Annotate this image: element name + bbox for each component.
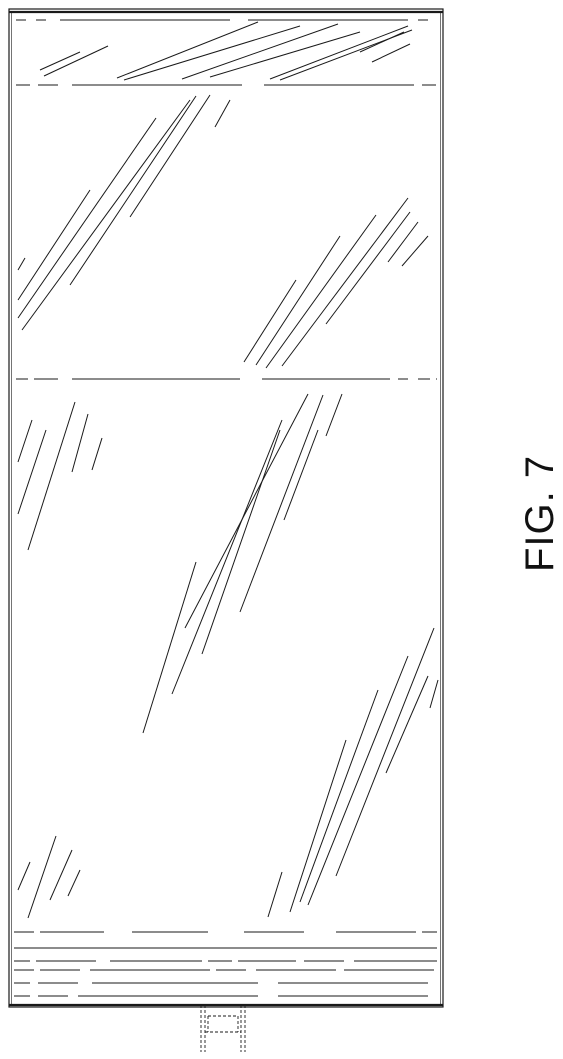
reflection-line [202,430,280,654]
reflection-line [284,430,318,520]
reflection-line [386,676,428,773]
hatch-line [210,32,360,77]
hatch-line [44,46,108,76]
hatch-line [372,44,410,62]
reflection-line [92,438,102,470]
reflection-line [18,118,156,318]
reflection-line [72,414,88,472]
reflection-line [308,656,408,905]
bottom-connector [201,1005,245,1052]
reflection-line [185,394,308,628]
reflection-line [70,96,196,285]
inner-frame [12,12,441,1005]
reflection-line [50,850,72,900]
reflection-line [266,215,376,368]
outer-frame [9,9,443,1007]
reflection-line [28,836,56,918]
reflection-line [172,420,282,694]
hatch-line [124,26,300,80]
hatch-line [40,52,80,70]
reflection-line [68,870,80,896]
reflection-line [290,740,346,912]
reflection-line [18,258,25,270]
horizontal-dashed-lines [14,20,437,996]
reflection-line [215,100,230,127]
reflection-line [268,872,282,917]
reflection-line [143,562,196,733]
reflection-line [18,190,90,300]
hatch-line [117,22,258,78]
reflection-line [22,100,190,330]
reflection-line [18,430,46,514]
reflection-line [282,198,408,366]
reflection-line [28,402,75,550]
reflection-line [256,236,340,365]
reflection-line [240,395,323,612]
figure-label: FIG. 7 [518,455,562,572]
reflection-line [130,95,210,217]
reflection-line [336,628,434,876]
reflection-lines [18,22,438,918]
reflection-line [18,862,30,890]
reflection-line [430,680,438,708]
reflection-line [326,212,410,324]
reflection-line [300,690,378,902]
reflection-line [402,236,428,266]
reflection-line [18,420,32,462]
reflection-line [244,280,296,362]
reflection-line [388,222,418,262]
reflection-line [326,394,342,436]
hatch-line [182,24,338,79]
panel-outline [9,9,443,1007]
